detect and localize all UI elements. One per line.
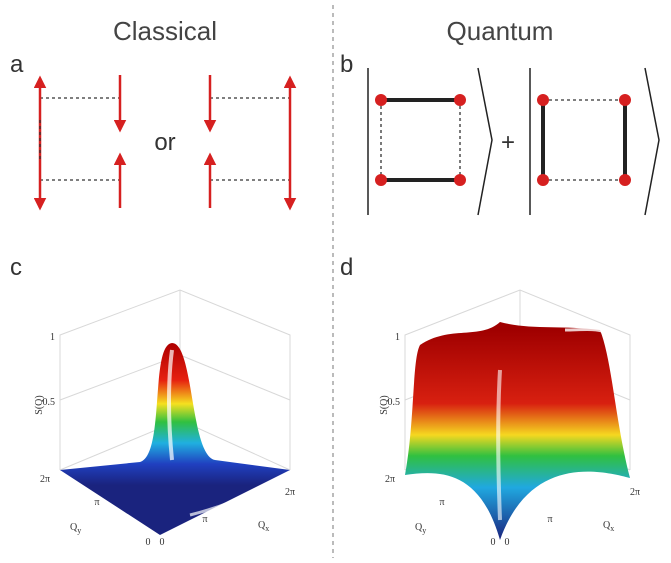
axis-label: Qx <box>258 520 269 533</box>
title-quantum: Quantum <box>447 16 554 46</box>
qx-tick-label: 2π <box>285 487 295 498</box>
qy-tick-label: 2π <box>385 474 395 485</box>
qy-tick-label: 2π <box>40 474 50 485</box>
connector-plus: + <box>501 129 515 156</box>
surface-quantum <box>405 322 630 540</box>
panel-label: c <box>10 254 22 281</box>
qx-tick-label: 0 <box>505 537 510 548</box>
z-axis-label: S(Q) <box>34 395 45 414</box>
z-tick-label: 0.5 <box>43 397 56 408</box>
z-tick-label: 0.5 <box>388 397 401 408</box>
classical-config <box>33 75 297 211</box>
connector-or: or <box>154 129 175 156</box>
panel-label: b <box>340 51 353 78</box>
qy-tick-label: π <box>439 497 444 508</box>
axis-label: Qy <box>415 522 426 535</box>
panel-label: a <box>10 51 24 78</box>
surface-classical <box>60 343 290 535</box>
z-tick-label: 1 <box>50 332 55 343</box>
qy-tick-label: 0 <box>491 537 496 548</box>
qx-tick-label: 2π <box>630 487 640 498</box>
z-axis-label: S(Q) <box>379 395 390 414</box>
quantum-state <box>367 67 660 216</box>
panel-label: d <box>340 254 353 281</box>
z-tick-label: 1 <box>395 332 400 343</box>
axis-label: Qx <box>603 520 614 533</box>
axis-label: Qy <box>70 522 81 535</box>
qx-tick-label: π <box>202 514 207 525</box>
title-classical: Classical <box>113 16 217 46</box>
qy-tick-label: 0 <box>146 537 151 548</box>
qx-tick-label: 0 <box>160 537 165 548</box>
qx-tick-label: π <box>547 514 552 525</box>
qy-tick-label: π <box>94 497 99 508</box>
